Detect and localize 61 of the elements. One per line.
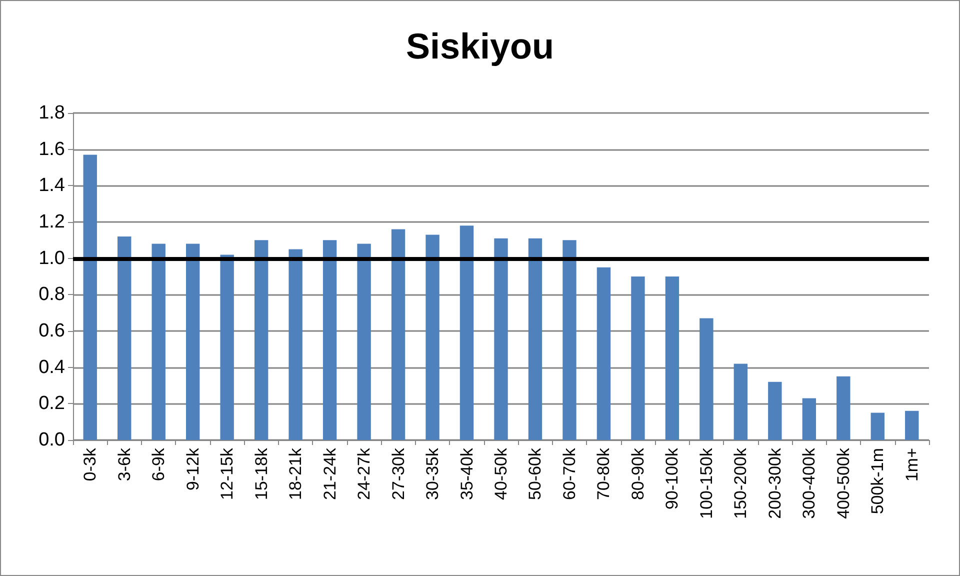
- bar: [836, 376, 850, 440]
- y-tick-label: 0.8: [38, 284, 65, 306]
- chart-title: Siskiyou: [406, 26, 554, 66]
- x-tick-label: 12-15k: [218, 448, 237, 500]
- y-tick-label: 1.8: [38, 102, 65, 124]
- x-tick-label: 80-90k: [628, 448, 648, 500]
- bar: [665, 276, 680, 440]
- x-tick-label: 60-70k: [560, 448, 579, 500]
- bar: [870, 412, 884, 440]
- x-tick-label: 6-9k: [149, 448, 168, 482]
- x-tick-label: 15-18k: [252, 448, 271, 500]
- bar: [118, 236, 132, 440]
- x-tick-label: 18-21k: [286, 448, 306, 500]
- bar: [494, 238, 508, 440]
- bar: [391, 229, 406, 440]
- x-tick-label: 70-80k: [594, 448, 614, 500]
- bar: [83, 154, 97, 440]
- x-tick-label: 50-60k: [526, 448, 545, 500]
- y-tick-label: 1.2: [38, 212, 65, 232]
- x-tick-label: 1m+: [902, 448, 922, 482]
- y-tick-label: 1.0: [38, 248, 65, 269]
- y-tick-label: 0.4: [38, 356, 66, 378]
- x-tick-label: 21-24k: [320, 448, 340, 500]
- y-tick-label: 0.2: [38, 393, 65, 414]
- y-tick-label: 1.6: [38, 138, 65, 160]
- x-tick-label: 90-100k: [662, 448, 682, 510]
- bar: [152, 244, 166, 440]
- x-tick-label: 35-40k: [457, 448, 476, 500]
- bar: [802, 398, 816, 440]
- x-tick-label: 100-150k: [696, 448, 716, 519]
- y-tick-label: 0.0: [38, 430, 65, 450]
- x-tick-label: 500k-1m: [868, 448, 888, 514]
- bar: [596, 267, 611, 440]
- x-tick-label: 400-500k: [834, 448, 853, 519]
- bar: [562, 240, 576, 440]
- y-tick-label: 0.6: [38, 320, 65, 342]
- bar: [700, 318, 714, 440]
- bar: [631, 276, 645, 440]
- x-tick-label: 9-12k: [183, 448, 202, 491]
- x-tick-label: 150-200k: [731, 448, 750, 519]
- x-tick-label: 3-6k: [114, 448, 134, 482]
- bar: [322, 240, 337, 440]
- bar: [426, 234, 440, 440]
- bar: [357, 244, 371, 440]
- x-tick-label: 27-30k: [388, 448, 408, 500]
- x-tick-label: 40-50k: [492, 448, 510, 500]
- x-tick-label: 300-400k: [800, 448, 819, 519]
- x-tick-label: 24-27k: [354, 448, 374, 500]
- bar: [186, 244, 200, 440]
- bar: [220, 254, 234, 440]
- x-tick-label: 30-35k: [423, 448, 442, 500]
- bar: [528, 238, 542, 440]
- bar: [254, 240, 268, 440]
- bar: [460, 226, 474, 440]
- y-tick-label: 1.4: [38, 175, 66, 196]
- x-tick-label: 0-3k: [80, 448, 100, 482]
- bar: [288, 249, 302, 440]
- bar: [905, 410, 919, 440]
- bar: [734, 364, 748, 440]
- bar: [768, 382, 782, 440]
- x-tick-label: 200-300k: [765, 448, 784, 519]
